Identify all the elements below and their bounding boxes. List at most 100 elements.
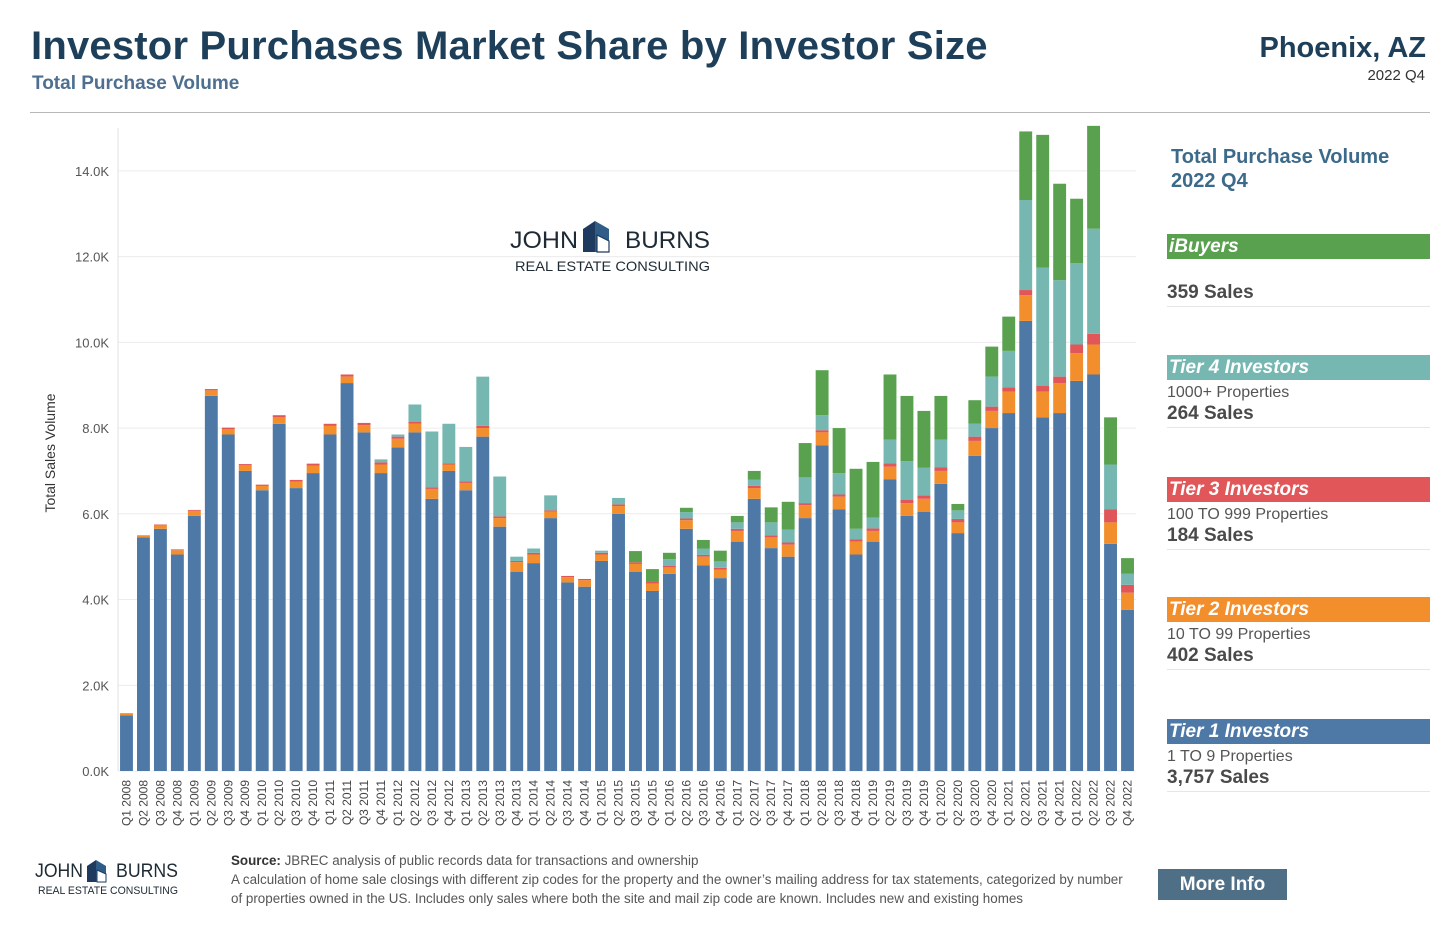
x-tick-label: Q2 2009 [204,780,218,826]
bar-segment [527,554,541,564]
bar-segment [696,554,710,557]
bar-segment [153,528,167,771]
bar-segment [493,476,507,517]
bar-segment [747,479,761,486]
bar-segment [204,390,218,396]
bar-segment [323,423,337,426]
bar-segment [662,559,676,566]
bar-segment [153,525,167,529]
bar-segment [374,462,388,465]
bar-segment [1087,374,1101,771]
bar-segment [662,565,676,568]
x-tick-label: Q1 2020 [934,780,948,826]
bar-segment [323,425,337,435]
bar-segment [459,446,473,482]
bar-segment [425,487,439,489]
footer-logo-john: JOHN [35,861,83,882]
x-tick-label: Q1 2013 [459,780,473,826]
bar-segment [662,573,676,771]
footer-logo: JOHN BURNS REAL ESTATE CONSULTING [35,860,178,897]
x-tick-label: Q4 2010 [306,780,320,826]
x-tick-label: Q2 2011 [340,780,354,825]
bar-segment [459,481,473,483]
bar-segment [849,528,863,540]
bar-segment [238,464,252,466]
bar-segment [646,590,659,771]
bar-segment [900,461,914,500]
legend-desc-tier1: 1 TO 9 Properties [1167,748,1293,765]
bar-segment [578,580,592,587]
bar-segment [612,497,625,505]
bar-segment [1104,543,1117,771]
bar-segment [120,713,133,716]
house-icon [583,221,610,253]
source-text: JBREC analysis of public records data fo… [280,853,699,868]
bar-segment [221,427,235,430]
bar-segment [544,511,558,519]
bar-segment [1019,295,1033,321]
x-tick-label: Q1 2012 [391,780,405,826]
bar-segment [798,477,812,504]
bar-segment [730,522,744,529]
bar-segment [951,510,965,519]
bar-segment [170,549,184,551]
bar-segment [679,512,693,519]
bar-segment [815,445,829,771]
legend-desc-tier3: 100 TO 999 Properties [1167,506,1329,523]
bar-segment [815,430,829,433]
bar-segment [629,563,642,572]
bar-segment [696,539,710,549]
x-tick-label: Q2 2013 [476,780,490,826]
bar-segment [1121,584,1134,593]
bar-segment [153,524,167,526]
bar-segment [985,346,999,377]
bar-segment [408,421,422,424]
bar-segment [374,464,388,474]
bar-segment [985,376,999,407]
bar-segment [595,554,608,561]
x-tick-label: Q2 2014 [544,780,558,826]
bar-segment [832,494,846,497]
panel-title: Total Purchase Volume 2022 Q4 [1171,145,1431,193]
x-tick-label: Q1 2011 [323,780,337,825]
bar-segment [934,467,948,471]
bar-segment [1002,391,1016,414]
bar-segment [713,561,727,568]
bar-segment [255,490,269,771]
bar-segment [170,554,184,771]
bar-segment [289,481,303,489]
x-tick-label: Q3 2017 [764,780,778,826]
more-info-button[interactable]: More Info [1158,869,1287,900]
bar-segment [832,496,846,510]
bar-segment [306,465,320,474]
x-tick-label: Q4 2016 [713,780,727,826]
legend-desc-ibuyers [1167,262,1430,282]
bar-segment [391,434,405,437]
bar-segment [289,488,303,771]
x-tick-label: Q1 2019 [866,780,880,826]
bar-segment [934,395,948,440]
bar-segment [306,473,320,771]
bar-segment [306,463,320,466]
x-tick-label: Q2 2017 [747,780,761,826]
bar-segment [985,406,999,411]
bar-segment [747,488,761,499]
legend-ibuyers: iBuyers 359 Sales [1167,234,1430,307]
bar-segment [968,455,982,771]
bar-segment [866,517,880,529]
logo-word-burns: BURNS [625,227,710,254]
x-tick-label: Q4 2020 [985,780,999,826]
bar-segment [883,466,897,480]
x-tick-label: Q4 2012 [442,780,456,826]
legend-bar-tier3: Tier 3 Investors [1167,477,1430,502]
legend-bar-tier4: Tier 4 Investors [1167,355,1430,380]
bar-segment [1036,267,1050,386]
watermark-logo: JOHN BURNS REAL ESTATE CONSULTING [510,221,710,274]
bar-segment [544,518,558,771]
bar-segment [866,541,880,771]
bar-segment [357,422,371,426]
bar-segment [662,552,676,560]
page-subtitle: Total Purchase Volume [32,73,240,94]
bar-segment [951,518,965,523]
bar-segment [713,578,727,771]
